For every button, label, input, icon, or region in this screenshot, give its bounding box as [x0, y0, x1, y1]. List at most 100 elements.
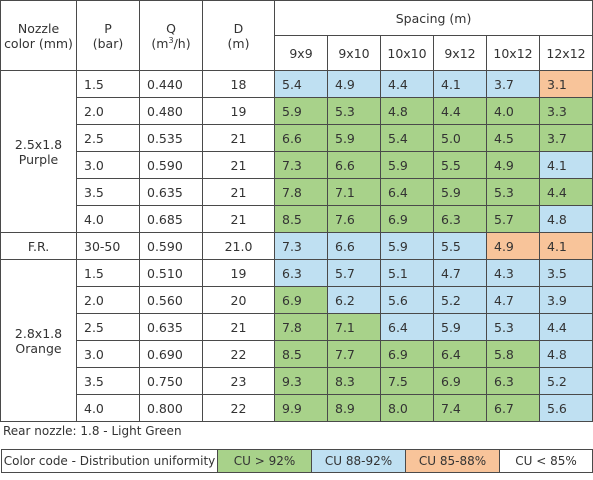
uniformity-cell: 5.3: [486, 313, 540, 341]
uniformity-cell: 5.6: [380, 286, 434, 314]
uniformity-cell: 7.3: [274, 232, 328, 260]
uniformity-cell: 5.9: [380, 232, 434, 260]
diameter-header-symbol: D: [233, 20, 244, 36]
uniformity-cell: 5.9: [380, 151, 434, 179]
uniformity-cell: 4.9: [486, 232, 540, 260]
uniformity-cell: 7.8: [274, 178, 328, 206]
diameter-cell: 22: [202, 394, 275, 422]
flow-cell: 0.690: [139, 340, 203, 368]
spacing-col-10x10: 10x10: [380, 35, 434, 71]
uniformity-cell: 4.1: [433, 70, 487, 98]
table-row: 2.0 0.480 19 5.9 5.3 4.8 4.4 4.0 3.3: [1, 97, 593, 125]
diameter-cell: 21: [202, 313, 275, 341]
uniformity-cell: 4.0: [486, 97, 540, 125]
table-row: 2.8x1.8 Orange 1.5 0.510 19 6.3 5.7 5.1 4.7 4.3 3.…: [0, 259, 593, 422]
uniformity-cell: 4.1: [538, 151, 593, 179]
flow-cell: 0.635: [139, 313, 203, 341]
uniformity-cell: 9.3: [274, 367, 328, 395]
uniformity-cell: 7.1: [327, 313, 381, 341]
uniformity-cell: 8.0: [380, 394, 434, 422]
nozzle-group-label: F.R.: [0, 232, 77, 260]
uniformity-cell: 6.4: [380, 313, 434, 341]
table-row: 4.0 0.800 22 9.9 8.9 8.0 7.4 6.7 5.6: [1, 394, 593, 422]
nozzle-label-line: 2.5x1.8: [14, 136, 63, 152]
uniformity-cell: 6.9: [274, 286, 328, 314]
uniformity-cell: 7.5: [380, 367, 434, 395]
diameter-cell: 19: [202, 97, 275, 125]
uniformity-cell: 3.7: [538, 124, 593, 152]
diameter-header-unit: (m): [227, 35, 250, 51]
uniformity-cell: 5.2: [433, 286, 487, 314]
nozzle-spacing-table: Nozzle color (mm) P (bar) Q (m3/h) D (m) Spacin…: [0, 0, 593, 422]
pressure-cell: 3.0: [76, 340, 140, 368]
nozzle-label-line: F.R.: [27, 238, 50, 254]
uniformity-cell: 6.6: [327, 151, 381, 179]
pressure-cell: 3.0: [76, 151, 140, 179]
legend-item-green: CU > 92%: [217, 449, 312, 473]
uniformity-cell: 8.9: [327, 394, 381, 422]
uniformity-cell: 4.8: [538, 205, 593, 233]
uniformity-cell: 4.7: [433, 259, 487, 287]
uniformity-cell: 5.1: [380, 259, 434, 287]
uniformity-cell: 5.7: [327, 259, 381, 287]
table-row: 2.5x1.8 Purple 1.5 0.440 18 5.4 4.9 4.4 4.1 3.7 3.…: [0, 70, 593, 233]
uniformity-cell: 8.5: [274, 205, 328, 233]
uniformity-cell: 5.7: [486, 205, 540, 233]
uniformity-cell: 6.6: [274, 124, 328, 152]
diameter-cell: 20: [202, 286, 275, 314]
uniformity-cell: 5.0: [433, 124, 487, 152]
flow-cell: 0.440: [139, 70, 203, 98]
uniformity-cell: 5.8: [486, 340, 540, 368]
uniformity-cell: 3.5: [538, 259, 593, 287]
flow-cell: 0.800: [139, 394, 203, 422]
legend-item-white: CU < 85%: [499, 449, 593, 473]
uniformity-cell: 7.4: [433, 394, 487, 422]
diameter-cell: 23: [202, 367, 275, 395]
legend-item-orange: CU 85-88%: [405, 449, 500, 473]
flow-cell: 0.590: [139, 232, 203, 260]
uniformity-cell: 4.8: [380, 97, 434, 125]
header-row: Nozzle color (mm) P (bar) Q (m3/h) D (m) Spacin…: [0, 0, 593, 71]
pressure-header-unit: (bar): [92, 35, 124, 51]
flow-cell: 0.510: [139, 259, 203, 287]
uniformity-cell: 3.1: [538, 70, 593, 98]
uniformity-cell: 6.3: [433, 205, 487, 233]
nozzle-label-line: Orange: [15, 340, 62, 356]
uniformity-cell: 4.4: [538, 313, 593, 341]
uniformity-cell: 4.5: [486, 124, 540, 152]
pressure-cell: 30-50: [76, 232, 140, 260]
uniformity-cell: 5.5: [433, 232, 487, 260]
nozzle-group-label: 2.8x1.8 Orange: [0, 259, 77, 422]
uniformity-cell: 5.2: [538, 367, 593, 395]
diameter-cell: 19: [202, 259, 275, 287]
uniformity-cell: 5.3: [327, 97, 381, 125]
spacing-header: Spacing (m): [273, 0, 593, 36]
pressure-cell: 3.5: [76, 367, 140, 395]
uniformity-cell: 4.8: [538, 340, 593, 368]
legend-row: Color code - Distribution uniformity CU >…: [1, 449, 593, 473]
uniformity-cell: 7.1: [327, 178, 381, 206]
uniformity-cell: 7.8: [274, 313, 328, 341]
uniformity-cell: 6.3: [486, 367, 540, 395]
table-row: 2.5 0.535 21 6.6 5.9 5.4 5.0 4.5 3.7: [1, 124, 593, 152]
pressure-cell: 2.5: [76, 124, 140, 152]
flow-cell: 0.535: [139, 124, 203, 152]
rear-nozzle-footnote: Rear nozzle: 1.8 - Light Green: [3, 424, 182, 438]
table-row: 3.5 0.750 23 9.3 8.3 7.5 6.9 6.3 5.2: [1, 367, 593, 395]
uniformity-cell: 3.9: [538, 286, 593, 314]
uniformity-cell: 5.4: [274, 70, 328, 98]
pressure-cell: 4.0: [76, 394, 140, 422]
uniformity-cell: 4.9: [327, 70, 381, 98]
table-row: 3.5 0.635 21 7.8 7.1 6.4 5.9 5.3 4.4: [1, 178, 593, 206]
uniformity-cell: 3.3: [538, 97, 593, 125]
uniformity-cell: 9.9: [274, 394, 328, 422]
uniformity-cell: 7.3: [274, 151, 328, 179]
legend-item-blue: CU 88-92%: [311, 449, 406, 473]
uniformity-cell: 5.9: [433, 313, 487, 341]
nozzle-group-label: 2.5x1.8 Purple: [0, 70, 77, 233]
uniformity-cell: 7.7: [327, 340, 381, 368]
flow-header-symbol: Q: [166, 20, 176, 36]
legend-title: Color code - Distribution uniformity: [1, 449, 218, 473]
spacing-col-9x9: 9x9: [274, 35, 328, 71]
